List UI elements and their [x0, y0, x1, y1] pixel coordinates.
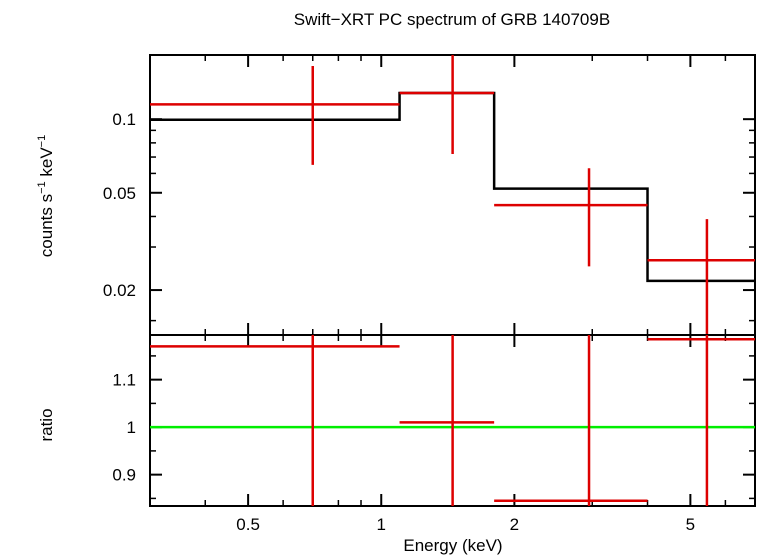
spectrum-ytick-label: 0.1 [112, 110, 136, 129]
ratio-panel: 0.9 1 1.1 0.5 1 2 5 [112, 334, 756, 534]
y-label-main: counts s [37, 194, 56, 257]
x-tick-label: 5 [686, 515, 695, 534]
y-axis-label-spectrum: counts s−1 keV−1 [36, 135, 56, 257]
spectrum-panel: 0.1 0.05 0.02 [103, 54, 756, 336]
y-axis-label-ratio: ratio [37, 408, 56, 441]
spectrum-ytick-label: 0.02 [103, 281, 136, 300]
chart-title: Swift−XRT PC spectrum of GRB 140709B [294, 10, 610, 29]
x-tick-label: 0.5 [236, 515, 260, 534]
ratio-ytick-label: 1 [127, 418, 136, 437]
x-tick-label: 2 [510, 515, 519, 534]
ratio-ytick-label: 0.9 [112, 466, 136, 485]
y-label-sup1: −1 [36, 181, 48, 194]
y-label-sup2: −1 [36, 135, 48, 148]
ratio-ytick-label: 1.1 [112, 371, 136, 390]
spectrum-ytick-label: 0.05 [103, 184, 136, 203]
x-tick-label: 1 [377, 515, 386, 534]
x-axis-label: Energy (keV) [403, 536, 502, 555]
y-label-mid: keV [37, 147, 56, 182]
model-step-line [150, 91, 755, 283]
